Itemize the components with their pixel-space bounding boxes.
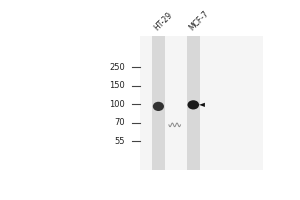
Text: 55: 55: [114, 137, 125, 146]
Text: MCF-7: MCF-7: [187, 9, 210, 32]
Text: HT-29: HT-29: [152, 11, 174, 32]
Text: 70: 70: [114, 118, 125, 127]
Bar: [187, 36, 200, 170]
Bar: [152, 36, 165, 170]
Polygon shape: [199, 103, 205, 107]
Text: 150: 150: [109, 81, 125, 90]
Ellipse shape: [188, 100, 199, 109]
Text: 250: 250: [109, 63, 125, 72]
Text: 100: 100: [109, 100, 125, 109]
Ellipse shape: [153, 102, 164, 111]
Bar: [140, 36, 263, 170]
